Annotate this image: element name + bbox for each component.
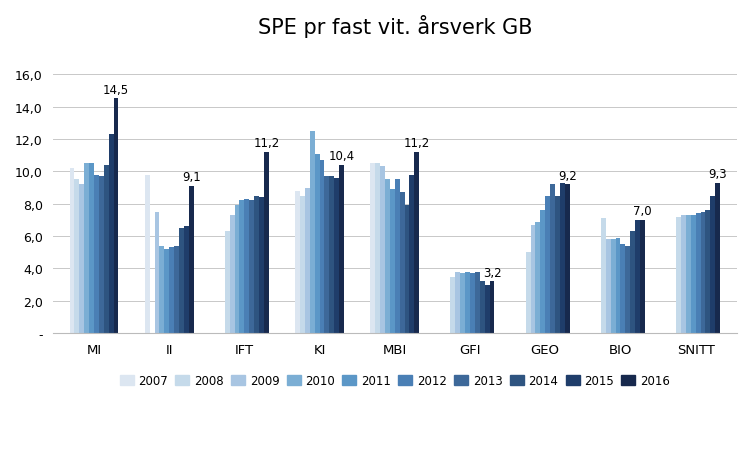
Bar <box>606 240 611 333</box>
Bar <box>174 246 179 333</box>
Bar <box>314 154 320 333</box>
Bar <box>89 164 94 333</box>
Bar <box>229 216 235 333</box>
Bar <box>701 212 705 333</box>
Bar <box>715 183 720 333</box>
Bar <box>456 272 460 333</box>
Bar <box>705 211 711 333</box>
Bar <box>114 99 118 333</box>
Bar <box>254 196 259 333</box>
Text: 9,2: 9,2 <box>558 170 577 183</box>
Bar <box>179 229 183 333</box>
Text: 7,0: 7,0 <box>633 205 652 218</box>
Bar <box>399 193 405 333</box>
Bar <box>264 152 268 333</box>
Bar <box>300 196 305 333</box>
Bar <box>640 221 645 333</box>
Bar <box>235 206 239 333</box>
Bar <box>611 240 616 333</box>
Text: 3,2: 3,2 <box>483 267 502 279</box>
Bar <box>535 222 541 333</box>
Bar <box>460 274 465 333</box>
Bar <box>385 180 390 333</box>
Bar <box>370 164 375 333</box>
Bar <box>144 175 150 333</box>
Bar <box>79 185 84 333</box>
Bar <box>239 201 244 333</box>
Bar <box>259 198 264 333</box>
Text: 11,2: 11,2 <box>253 137 280 150</box>
Text: 9,1: 9,1 <box>182 171 201 184</box>
Bar <box>526 253 531 333</box>
Bar <box>189 186 193 333</box>
Bar <box>410 175 414 333</box>
Legend: 2007, 2008, 2009, 2010, 2011, 2012, 2013, 2014, 2015, 2016: 2007, 2008, 2009, 2010, 2011, 2012, 2013… <box>115 369 675 392</box>
Bar <box>329 177 334 333</box>
Bar <box>69 169 74 333</box>
Bar <box>305 188 310 333</box>
Bar <box>310 132 314 333</box>
Bar <box>626 246 630 333</box>
Bar <box>169 248 174 333</box>
Bar <box>94 175 99 333</box>
Bar <box>380 167 385 333</box>
Bar <box>249 201 254 333</box>
Bar <box>159 246 164 333</box>
Text: 10,4: 10,4 <box>329 150 355 163</box>
Bar <box>550 185 555 333</box>
Bar <box>635 221 640 333</box>
Bar <box>244 199 249 333</box>
Bar <box>560 183 565 333</box>
Bar <box>390 190 395 333</box>
Bar <box>555 196 560 333</box>
Bar <box>295 191 300 333</box>
Bar <box>465 272 470 333</box>
Bar <box>541 211 545 333</box>
Bar <box>601 219 606 333</box>
Bar <box>696 214 701 333</box>
Title: SPE pr fast vit. årsverk GB: SPE pr fast vit. årsverk GB <box>257 15 532 38</box>
Bar <box>676 217 681 333</box>
Bar <box>711 196 715 333</box>
Text: 11,2: 11,2 <box>404 137 430 150</box>
Bar <box>99 177 104 333</box>
Text: 14,5: 14,5 <box>103 84 129 97</box>
Bar <box>531 225 535 333</box>
Bar <box>324 177 329 333</box>
Bar <box>470 274 475 333</box>
Bar <box>620 244 626 333</box>
Bar <box>691 216 696 333</box>
Bar <box>616 238 620 333</box>
Bar <box>480 282 485 333</box>
Bar <box>104 166 108 333</box>
Bar <box>405 206 410 333</box>
Bar <box>485 285 490 333</box>
Bar <box>154 212 159 333</box>
Bar <box>183 227 189 333</box>
Bar <box>681 216 686 333</box>
Bar <box>490 282 495 333</box>
Bar <box>84 164 89 333</box>
Bar <box>565 185 570 333</box>
Bar <box>74 180 79 333</box>
Bar <box>686 216 691 333</box>
Bar <box>630 232 635 333</box>
Bar <box>375 164 380 333</box>
Bar <box>320 161 324 333</box>
Bar <box>475 272 480 333</box>
Bar <box>108 135 114 333</box>
Bar <box>395 180 399 333</box>
Bar <box>450 277 456 333</box>
Bar <box>225 232 229 333</box>
Bar <box>164 249 169 333</box>
Bar <box>334 179 339 333</box>
Text: 9,3: 9,3 <box>708 168 727 181</box>
Bar <box>339 166 344 333</box>
Bar <box>414 152 420 333</box>
Bar <box>545 196 550 333</box>
